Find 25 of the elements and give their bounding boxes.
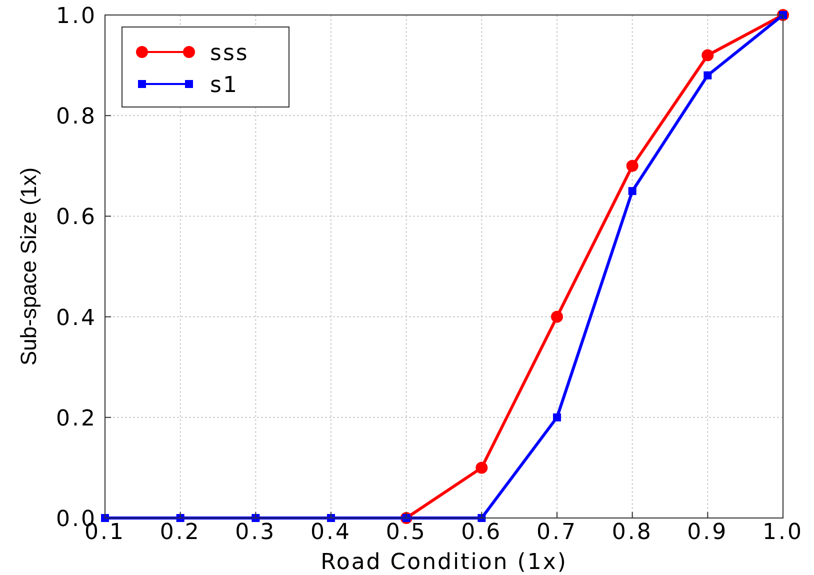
y-tick-label: 0.4 xyxy=(56,306,97,331)
y-tick-label: 0.6 xyxy=(56,205,97,230)
x-tick-label: 0.3 xyxy=(235,520,276,545)
x-tick-label: 0.2 xyxy=(160,520,201,545)
x-tick-label: 0.4 xyxy=(310,520,352,545)
x-tick-label: 1.0 xyxy=(762,520,804,545)
point xyxy=(553,413,561,422)
legend-label: s1 xyxy=(210,73,238,98)
x-tick-label: 0.9 xyxy=(687,520,728,545)
x-tick-label: 0.7 xyxy=(536,520,578,545)
legend-label: sss xyxy=(210,41,249,66)
point xyxy=(551,310,563,323)
x-axis-title: Road Condition (1x) xyxy=(320,550,568,575)
y-tick-label: 0.2 xyxy=(56,406,97,432)
point xyxy=(704,71,712,80)
point xyxy=(476,462,488,474)
x-tick-label: 0.8 xyxy=(612,520,653,545)
point xyxy=(628,187,636,196)
point xyxy=(702,49,714,62)
y-axis-title: Sub-space Size (1x) xyxy=(16,167,41,366)
y-tick-label: 0.8 xyxy=(56,104,97,130)
x-tick-label: 0.6 xyxy=(461,520,502,545)
y-tick-label: 1.0 xyxy=(56,4,97,29)
point xyxy=(626,160,638,172)
x-tick-label: 0.5 xyxy=(386,520,427,545)
